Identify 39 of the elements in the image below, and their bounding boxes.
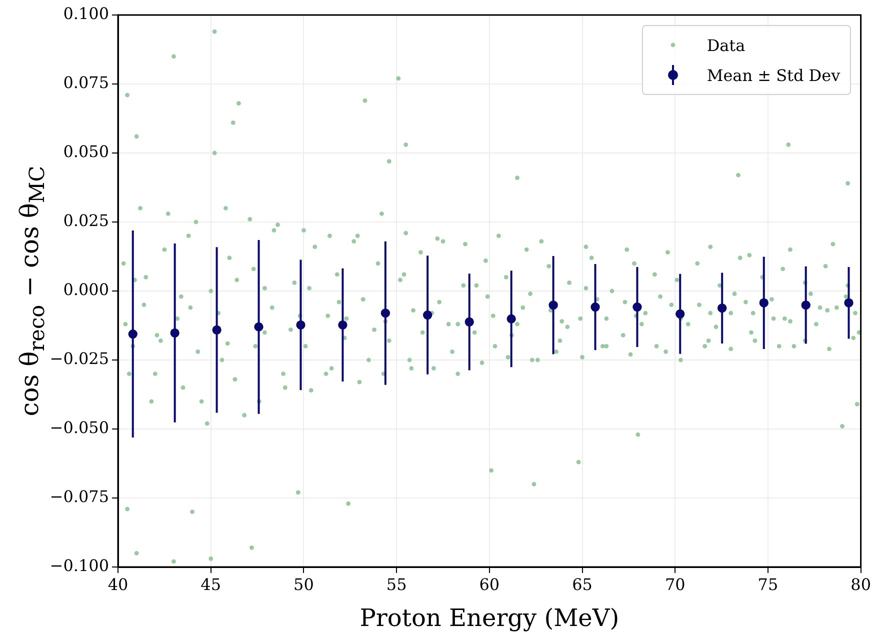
x-tick-label: 45 <box>200 574 222 594</box>
x-tick-label: 65 <box>572 574 592 594</box>
point <box>296 320 306 330</box>
y-tick-label: −0.025 <box>50 349 109 368</box>
x-axis-title: Proton Energy (MeV) <box>360 604 620 632</box>
y-tick-label: −0.100 <box>50 556 109 576</box>
point <box>464 317 474 326</box>
point <box>423 310 432 320</box>
x-tick-label: 80 <box>850 574 871 594</box>
point <box>254 322 264 332</box>
x-tick-label: 40 <box>108 574 128 594</box>
point <box>759 298 768 308</box>
y-tick-label: −0.075 <box>50 487 109 506</box>
point <box>212 325 222 334</box>
point <box>380 308 390 318</box>
x-tick-label: 50 <box>294 574 314 594</box>
legend-label: Data <box>706 36 746 54</box>
y-tick-label: 0.100 <box>63 4 109 24</box>
point <box>844 298 854 308</box>
point <box>676 309 685 318</box>
point <box>338 320 348 330</box>
point <box>128 330 138 339</box>
x-tick-label: 75 <box>758 574 778 594</box>
y-tick-label: 0.000 <box>63 280 109 300</box>
point <box>506 314 516 324</box>
y-tick-label: −0.050 <box>50 418 109 438</box>
point <box>170 328 180 338</box>
point <box>590 302 600 312</box>
y-tick-label: 0.050 <box>63 142 109 162</box>
point <box>632 302 642 312</box>
point <box>801 300 810 310</box>
point <box>548 300 558 310</box>
y-tick-label: 0.025 <box>63 211 109 230</box>
x-tick-label: 60 <box>479 574 500 594</box>
legend-label: Mean ± Std Dev <box>706 66 840 84</box>
point <box>718 304 727 313</box>
y-tick-label: 0.075 <box>63 73 109 92</box>
x-tick-label: 70 <box>664 574 686 594</box>
x-tick-label: 55 <box>386 574 407 594</box>
